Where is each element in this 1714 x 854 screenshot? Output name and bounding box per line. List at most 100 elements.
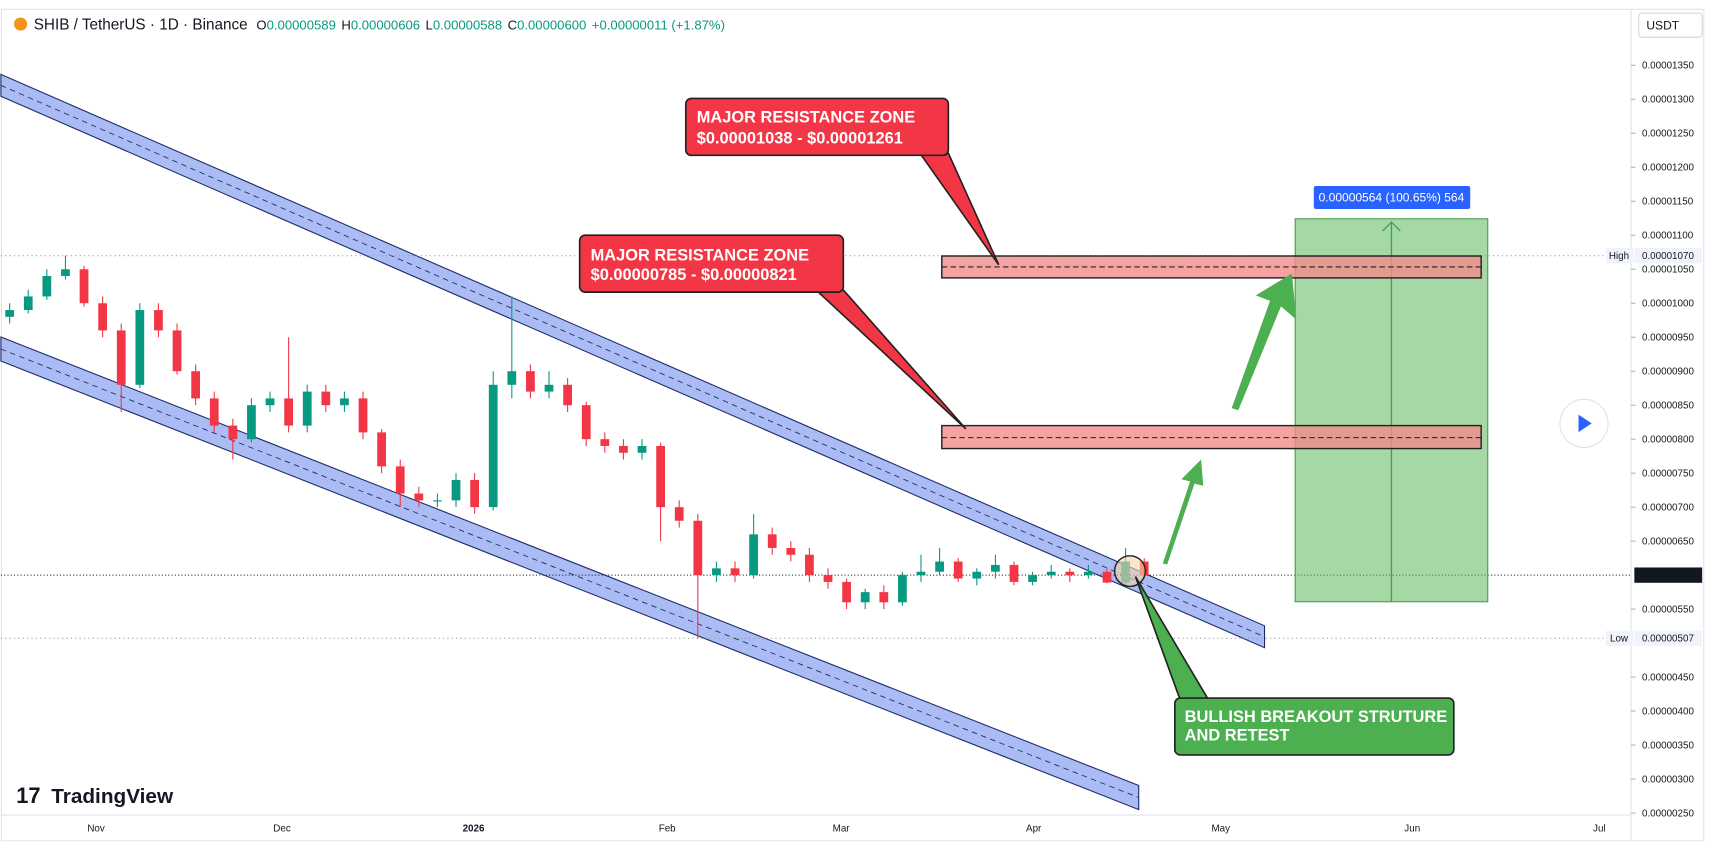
ohlc-key: H: [341, 18, 350, 33]
x-tick-label: Dec: [273, 823, 291, 834]
y-tick-label: 0.00001250: [1642, 129, 1694, 140]
candle-body: [433, 500, 442, 502]
y-tick-label: 0.00001300: [1642, 95, 1694, 106]
y-tick-label: 0.00000650: [1642, 536, 1694, 547]
y-tick-label: 0.00000450: [1642, 672, 1694, 683]
candle-body: [767, 534, 777, 548]
channels: [0, 73, 1266, 811]
callout-text: MAJOR RESISTANCE ZONE: [591, 246, 810, 264]
price-level-tag: [1605, 247, 1634, 264]
currency-button[interactable]: [1638, 12, 1703, 38]
y-tick-label: 0.00000550: [1642, 604, 1694, 615]
price-level-tag: [1605, 630, 1634, 647]
candle-body: [879, 592, 889, 603]
y-tick-label: 0.00000250: [1642, 808, 1694, 819]
x-tick-label: Apr: [1026, 823, 1042, 834]
candle-body: [674, 507, 684, 521]
candle-body: [228, 425, 238, 440]
candle-body: [581, 405, 591, 440]
y-tick-label: 0.00001100: [1642, 231, 1694, 242]
price-level-label: 0.00001070: [1642, 251, 1694, 262]
candle-body: [451, 479, 461, 501]
callout-text: AND RETEST: [1185, 727, 1290, 745]
candle-body: [265, 398, 275, 406]
candle-body: [749, 534, 758, 576]
ohlc-key: O: [256, 18, 266, 33]
upper-channel-mid: [0, 84, 1265, 638]
candle-body: [712, 568, 721, 576]
candle-body: [247, 405, 256, 440]
x-tick-label: Jun: [1404, 823, 1420, 834]
ohlc-value: 0.00000600: [517, 18, 586, 33]
candle-body: [470, 479, 479, 508]
symbol-icon: [14, 17, 28, 31]
symbol: SHIB / TetherUS · 1D · Binance: [34, 17, 248, 34]
callout-box: [578, 234, 845, 293]
ohlc-value: 0.00000606: [351, 18, 420, 33]
y-tick-label: 0.00000700: [1642, 502, 1694, 513]
candle-body: [135, 310, 145, 385]
y-tick-label: 0.00000300: [1642, 774, 1694, 785]
y-tick-label: 0.00001200: [1642, 163, 1694, 174]
candle-body: [972, 571, 982, 579]
candle-body: [1028, 575, 1037, 582]
price-level-label: 0.00000600: [1642, 570, 1694, 581]
y-tick-label: 0.00000400: [1642, 706, 1694, 717]
x-tick-label: Mar: [833, 823, 851, 834]
x-tick-label: Jul: [1593, 823, 1606, 834]
candle-body: [637, 445, 647, 453]
callout-text: $0.00001038 - $0.00001261: [697, 129, 903, 147]
y-tick-label: 0.00001050: [1642, 265, 1694, 276]
candle-body: [786, 547, 796, 555]
ohlc-value: 0.00000589: [267, 18, 336, 33]
candle-body: [284, 398, 294, 426]
ohlc-key: C: [508, 18, 517, 33]
candle-body: [619, 445, 628, 453]
candle-body: [302, 391, 312, 426]
x-tick-label: Nov: [87, 823, 105, 834]
candle-body: [953, 561, 963, 579]
candle-body: [191, 371, 201, 399]
ohlc-value: 0.00000588: [433, 18, 502, 33]
arrow: [1231, 273, 1297, 411]
callout-box: [684, 97, 950, 157]
candle-body: [209, 398, 219, 426]
candle-body: [823, 575, 833, 582]
candles: [5, 255, 1149, 639]
candle-body: [61, 269, 70, 277]
candle-body: [693, 520, 703, 576]
candle-body: [414, 493, 424, 501]
candle-body: [321, 391, 331, 406]
y-tick-label: 0.00000750: [1642, 468, 1694, 479]
candle-body: [340, 398, 349, 406]
candle-body: [805, 554, 814, 576]
y-tick-label: 0.00000350: [1642, 740, 1694, 751]
callout-text: MAJOR RESISTANCE ZONE: [697, 109, 916, 127]
retest-circle: [1113, 555, 1146, 588]
x-tick-label: Feb: [659, 823, 676, 834]
y-tick-label: 0.00000800: [1642, 434, 1694, 445]
callout-text: BULLISH BREAKOUT STRUTURE: [1185, 708, 1448, 726]
ohlc-key: L: [426, 18, 433, 33]
candle-body: [42, 276, 52, 297]
candle-body: [507, 371, 517, 385]
candle-body: [5, 310, 15, 317]
y-tick-label: 0.00001150: [1642, 197, 1694, 208]
change: +0.00000011 (+1.87%): [592, 18, 725, 33]
candle-body: [154, 310, 163, 331]
y-tick-label: 0.00000900: [1642, 366, 1694, 377]
candle-body: [991, 564, 1000, 572]
callout-text: $0.00000785 - $0.00000821: [591, 266, 797, 284]
candle-body: [1009, 564, 1019, 582]
price-level-box: [1634, 567, 1703, 583]
header: SHIB / TetherUS · 1D · Binance O0.0000058…: [34, 17, 725, 34]
candle-body: [860, 592, 870, 603]
y-tick-label: 0.00001000: [1642, 299, 1694, 310]
candle-body: [544, 384, 554, 392]
measure-label: 0.00000564 (100.65%) 564: [1319, 190, 1465, 204]
candle-body: [935, 561, 944, 572]
price-level-label: 0.00000507: [1642, 634, 1694, 645]
candle-body: [600, 439, 610, 446]
play-icon: [1578, 414, 1592, 433]
candle-body: [23, 296, 33, 311]
